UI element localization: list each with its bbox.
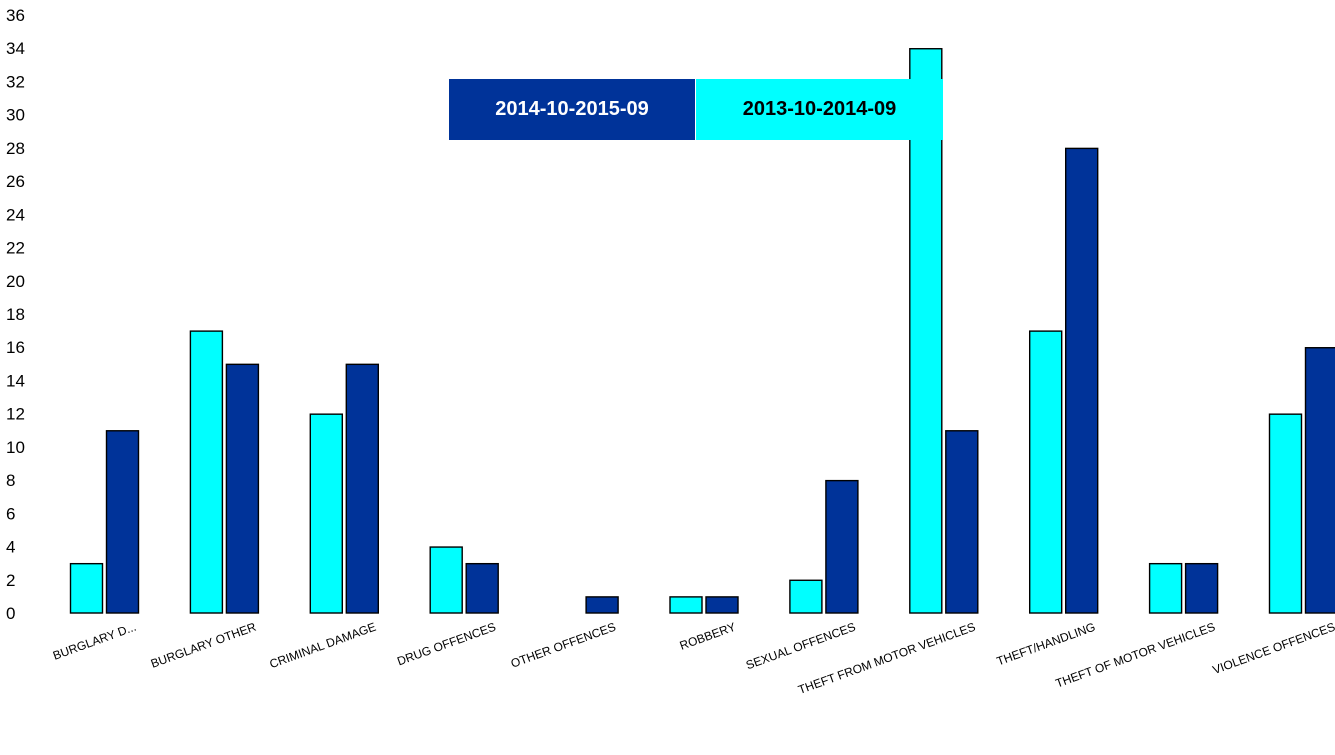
bar-curr-year[interactable] bbox=[105, 430, 140, 614]
y-tick-label: 6 bbox=[6, 504, 15, 523]
y-tick-label: 36 bbox=[6, 6, 25, 25]
bar-prev-year[interactable] bbox=[669, 596, 703, 614]
legend-label: 2014-10-2015-09 bbox=[495, 98, 649, 120]
y-tick-label: 24 bbox=[6, 205, 25, 224]
bar-curr-year[interactable] bbox=[705, 596, 739, 614]
legend-item-2014-10-2015-09[interactable]: 2014-10-2015-09 bbox=[449, 79, 695, 140]
x-category-label: VIOLENCE OFFENCES bbox=[1211, 620, 1335, 677]
y-tick-label: 10 bbox=[6, 438, 25, 457]
x-category-label: SEXUAL OFFENCES bbox=[744, 620, 857, 673]
bar-prev-year[interactable] bbox=[309, 413, 343, 614]
bar-curr-year[interactable] bbox=[225, 363, 260, 614]
bar-curr-year[interactable] bbox=[825, 479, 859, 614]
bar-curr-year[interactable] bbox=[585, 596, 619, 614]
bar-curr-year[interactable] bbox=[1064, 147, 1099, 614]
bars bbox=[69, 48, 1335, 614]
y-tick-label: 18 bbox=[6, 305, 25, 324]
y-tick-label: 4 bbox=[6, 538, 15, 557]
y-tick-label: 0 bbox=[6, 604, 15, 623]
x-category-label: BURGLARY D... bbox=[51, 620, 138, 663]
x-axis-labels: BURGLARY D... BURGLARY OTHER CRIMINAL DAMA… bbox=[51, 620, 1335, 697]
y-tick-label: 2 bbox=[6, 571, 15, 590]
bar-curr-year[interactable] bbox=[1184, 562, 1219, 614]
y-tick-label: 14 bbox=[6, 371, 25, 390]
bar-prev-year[interactable] bbox=[189, 330, 224, 614]
y-tick-label: 20 bbox=[6, 272, 25, 291]
x-category-label: ROBBERY bbox=[678, 620, 738, 653]
x-category-label: DRUG OFFENCES bbox=[395, 620, 498, 669]
y-tick-label: 30 bbox=[6, 106, 25, 125]
y-tick-label: 12 bbox=[6, 405, 25, 424]
bar-prev-year[interactable] bbox=[1148, 562, 1183, 614]
x-category-label: THEFT/HANDLING bbox=[995, 620, 1098, 669]
y-tick-label: 28 bbox=[6, 139, 25, 158]
bar-prev-year[interactable] bbox=[1268, 413, 1303, 614]
bar-curr-year[interactable] bbox=[945, 430, 979, 614]
bar-curr-year[interactable] bbox=[1304, 347, 1335, 614]
bar-prev-year[interactable] bbox=[69, 562, 104, 614]
bar-prev-year[interactable] bbox=[909, 48, 943, 614]
bar-prev-year[interactable] bbox=[1028, 330, 1063, 614]
y-tick-label: 8 bbox=[6, 471, 15, 490]
x-category-label: BURGLARY OTHER bbox=[149, 620, 258, 671]
x-category-label: CRIMINAL DAMAGE bbox=[268, 620, 378, 672]
x-category-label: OTHER OFFENCES bbox=[509, 620, 618, 671]
bar-curr-year[interactable] bbox=[465, 562, 499, 614]
bar-curr-year[interactable] bbox=[345, 363, 379, 614]
y-tick-label: 22 bbox=[6, 239, 25, 258]
y-tick-label: 16 bbox=[6, 338, 25, 357]
y-tick-label: 26 bbox=[6, 172, 25, 191]
legend-item-2013-10-2014-09[interactable]: 2013-10-2014-09 bbox=[696, 79, 943, 140]
y-tick-label: 32 bbox=[6, 72, 25, 91]
y-tick-label: 34 bbox=[6, 39, 25, 58]
bar-prev-year[interactable] bbox=[429, 546, 463, 614]
bar-prev-year[interactable] bbox=[789, 579, 823, 614]
legend-label: 2013-10-2014-09 bbox=[742, 98, 897, 120]
